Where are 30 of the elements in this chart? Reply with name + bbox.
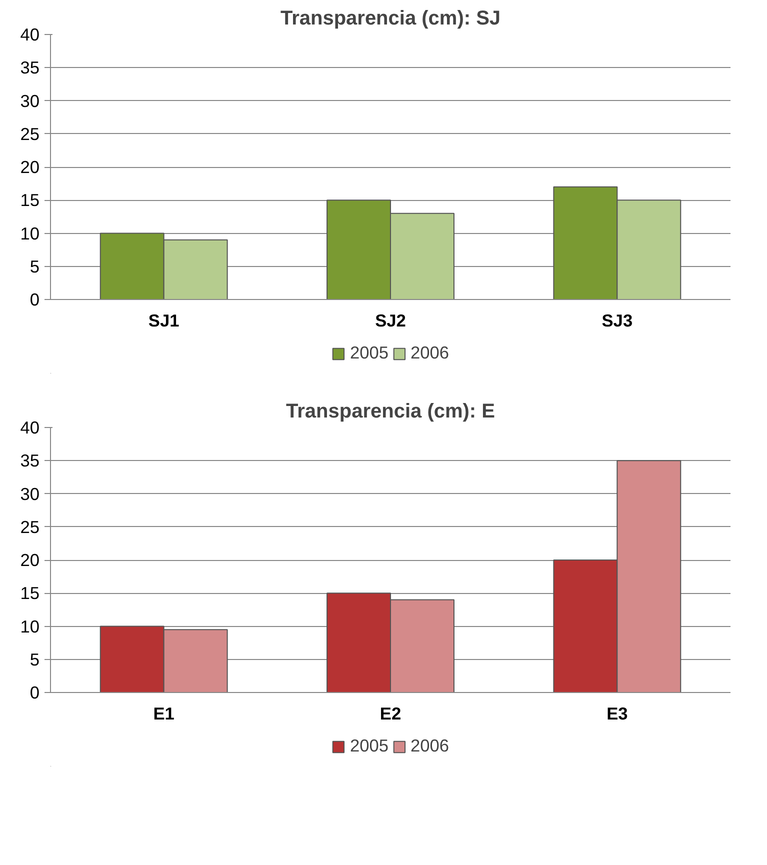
y-tick-label: 5 [30, 649, 40, 670]
y-tick-label: 20 [20, 157, 40, 177]
x-tick-label: E1 [153, 704, 175, 724]
y-tick-label: 30 [20, 484, 40, 504]
x-tick-label: E2 [380, 704, 402, 724]
y-tick-label: 25 [20, 124, 40, 144]
legend-label: 2006 [410, 736, 450, 756]
x-tick-label: E3 [606, 704, 628, 724]
chart-title: Transparencia (cm): SJ [280, 8, 501, 30]
y-tick-label: 35 [20, 58, 40, 78]
y-tick-label: 10 [20, 223, 40, 244]
y-tick-label: 35 [20, 450, 40, 471]
chart-title: Transparencia (cm): E [286, 400, 495, 422]
y-tick-label: 15 [20, 190, 40, 210]
x-tick-label: SJ2 [375, 310, 406, 330]
y-tick-label: 15 [20, 583, 40, 604]
y-tick-label: 40 [20, 24, 40, 44]
y-tick-label: 20 [20, 550, 40, 570]
legend-label: 2006 [410, 342, 450, 364]
y-tick-label: 0 [30, 290, 40, 310]
legend-label: 2005 [350, 736, 388, 756]
y-tick-label: 40 [20, 418, 40, 438]
x-tick-label: SJ1 [148, 310, 180, 330]
y-tick-label: 10 [20, 616, 40, 636]
y-tick-label: 25 [20, 516, 40, 537]
y-tick-label: 5 [30, 256, 40, 276]
legend-label: 2005 [350, 342, 388, 364]
y-tick-label: 0 [30, 682, 40, 702]
x-tick-label: SJ3 [602, 310, 633, 330]
y-tick-label: 30 [20, 90, 40, 111]
